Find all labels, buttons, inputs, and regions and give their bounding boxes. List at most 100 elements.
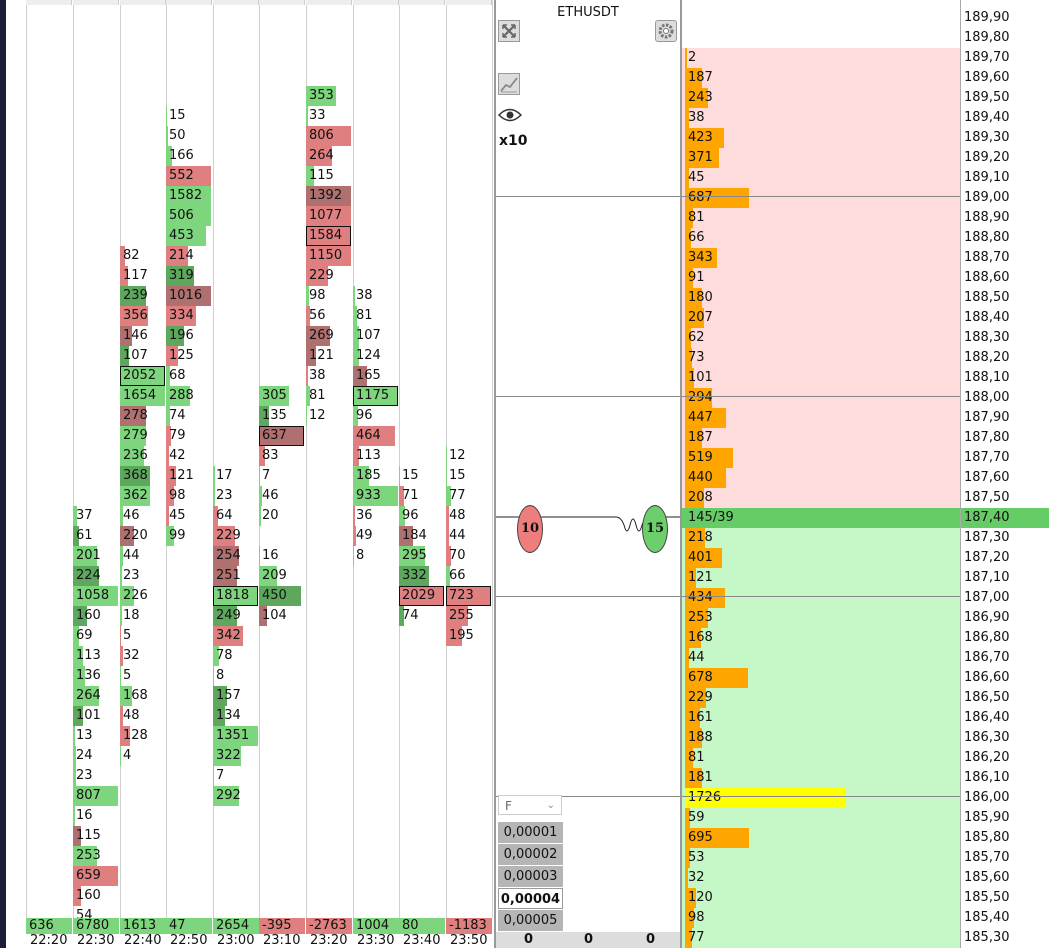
book-row[interactable]: 38 <box>682 108 960 128</box>
book-row[interactable]: 401 <box>682 548 960 568</box>
cluster-cell[interactable]: 38 <box>353 286 399 306</box>
book-row[interactable]: 145/39 <box>682 508 1049 528</box>
cluster-cell[interactable]: 74 <box>166 406 212 426</box>
book-price[interactable]: 186,80 <box>960 628 1045 648</box>
cluster-cell[interactable]: 128 <box>120 726 166 746</box>
cluster-cell[interactable]: 264 <box>73 686 119 706</box>
book-row[interactable]: 161 <box>682 708 960 728</box>
cluster-cell[interactable]: 334 <box>166 306 212 326</box>
cluster-cell[interactable]: 8 <box>213 666 259 686</box>
cluster-cell[interactable]: 1818 <box>213 586 259 606</box>
cluster-cell[interactable]: 70 <box>446 546 492 566</box>
book-row[interactable]: 187 <box>682 428 960 448</box>
book-price[interactable]: 188,30 <box>960 328 1045 348</box>
book-price[interactable]: 189,40 <box>960 108 1045 128</box>
cluster-cell[interactable]: 115 <box>306 166 352 186</box>
cluster-cell[interactable]: 98 <box>166 486 212 506</box>
cluster-cell[interactable]: 214 <box>166 246 212 266</box>
book-price[interactable]: 186,10 <box>960 768 1045 788</box>
cluster-cell[interactable]: 23 <box>120 566 166 586</box>
step-option[interactable]: 0,00002 <box>498 844 563 865</box>
step-option[interactable]: 0,00005 <box>498 910 563 931</box>
eye-icon[interactable] <box>497 106 523 124</box>
step-option[interactable]: 0,00003 <box>498 866 563 887</box>
cluster-cell[interactable]: 45 <box>166 506 212 526</box>
cluster-cell[interactable]: 18 <box>120 606 166 626</box>
book-row[interactable]: 218 <box>682 528 960 548</box>
book-row[interactable]: 59 <box>682 808 960 828</box>
book-row[interactable]: 44 <box>682 648 960 668</box>
book-price[interactable]: 189,30 <box>960 128 1045 148</box>
cluster-cell[interactable]: 61 <box>73 526 119 546</box>
cluster-cell[interactable]: 68 <box>166 366 212 386</box>
cluster-cell[interactable]: 37 <box>73 506 119 526</box>
book-row[interactable]: 180 <box>682 288 960 308</box>
cluster-cell[interactable]: 104 <box>259 606 305 626</box>
book-price[interactable]: 186,60 <box>960 668 1045 688</box>
cluster-cell[interactable]: 806 <box>306 126 352 146</box>
cluster-cell[interactable]: 135 <box>259 406 305 426</box>
book-price[interactable]: 185,80 <box>960 828 1045 848</box>
chart-line-icon[interactable] <box>498 73 520 95</box>
cluster-cell[interactable]: 165 <box>353 366 399 386</box>
cluster-cell[interactable]: 64 <box>213 506 259 526</box>
cluster-cell[interactable]: 7 <box>259 466 305 486</box>
cluster-cell[interactable]: 79 <box>166 426 212 446</box>
order-book[interactable]: 189,90 189,80 2 189,70 187 189,60 243 189,50 38 1… <box>682 0 1049 948</box>
cluster-cell[interactable]: 49 <box>353 526 399 546</box>
cluster-cell[interactable]: 1582 <box>166 186 212 206</box>
book-row[interactable]: 81 <box>682 748 960 768</box>
book-price[interactable]: 187,40 <box>960 508 1045 528</box>
cluster-cell[interactable]: 96 <box>399 506 445 526</box>
book-row[interactable]: 45 <box>682 168 960 188</box>
book-row[interactable]: 294 <box>682 388 960 408</box>
book-price[interactable]: 189,70 <box>960 48 1045 68</box>
book-price[interactable]: 186,70 <box>960 648 1045 668</box>
book-row[interactable]: 371 <box>682 148 960 168</box>
book-price[interactable]: 185,50 <box>960 888 1045 908</box>
cluster-cell[interactable]: 185 <box>353 466 399 486</box>
cluster-cell[interactable]: 42 <box>166 446 212 466</box>
book-price[interactable]: 189,50 <box>960 88 1045 108</box>
cluster-cell[interactable]: 1016 <box>166 286 212 306</box>
book-row[interactable]: 181 <box>682 768 960 788</box>
cluster-cell[interactable]: 83 <box>259 446 305 466</box>
book-row[interactable]: 91 <box>682 268 960 288</box>
cluster-cell[interactable]: 107 <box>353 326 399 346</box>
cluster-cell[interactable]: 2052 <box>120 366 166 386</box>
cluster-cell[interactable]: 124 <box>353 346 399 366</box>
book-row[interactable]: 2 <box>682 48 960 68</box>
cluster-cell[interactable]: 69 <box>73 626 119 646</box>
book-row[interactable]: 519 <box>682 448 960 468</box>
cluster-cell[interactable]: 251 <box>213 566 259 586</box>
cluster-cell[interactable]: 319 <box>166 266 212 286</box>
book-price[interactable]: 185,30 <box>960 928 1045 948</box>
book-price[interactable]: 187,20 <box>960 548 1045 568</box>
gear-icon[interactable] <box>655 20 677 42</box>
book-price[interactable]: 187,80 <box>960 428 1045 448</box>
cluster-cell[interactable]: 77 <box>446 486 492 506</box>
cluster-cell[interactable]: 134 <box>213 706 259 726</box>
book-price[interactable]: 185,70 <box>960 848 1045 868</box>
cluster-cell[interactable]: 1392 <box>306 186 352 206</box>
cluster-cell[interactable]: 1351 <box>213 726 259 746</box>
book-price[interactable]: 189,00 <box>960 188 1045 208</box>
cluster-cell[interactable]: 450 <box>259 586 305 606</box>
book-price[interactable]: 188,80 <box>960 228 1045 248</box>
book-row[interactable]: 208 <box>682 488 960 508</box>
cluster-cell[interactable]: 46 <box>120 506 166 526</box>
cluster-cell[interactable]: 807 <box>73 786 119 806</box>
cluster-cell[interactable]: 56 <box>306 306 352 326</box>
book-price[interactable]: 187,30 <box>960 528 1045 548</box>
book-price[interactable]: 186,40 <box>960 708 1045 728</box>
cluster-cell[interactable]: 1654 <box>120 386 166 406</box>
cluster-cell[interactable]: 33 <box>306 106 352 126</box>
mode-select[interactable]: F ⌄ <box>498 795 562 815</box>
cluster-cell[interactable]: 125 <box>166 346 212 366</box>
cluster-cell[interactable]: 236 <box>120 446 166 466</box>
book-row[interactable]: 188 <box>682 728 960 748</box>
cluster-cell[interactable]: 15 <box>166 106 212 126</box>
cluster-cell[interactable]: 16 <box>73 806 119 826</box>
book-price[interactable]: 188,50 <box>960 288 1045 308</box>
book-row[interactable]: 229 <box>682 688 960 708</box>
